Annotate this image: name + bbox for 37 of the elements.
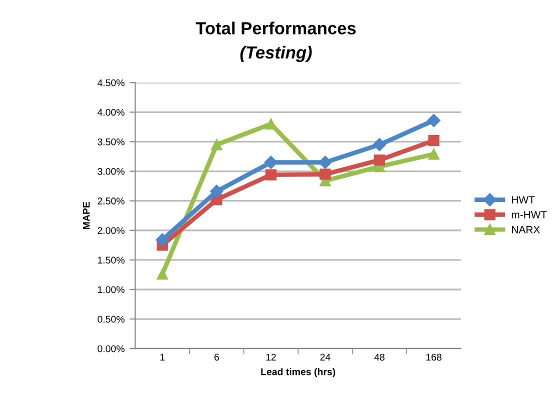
legend-label: m-HWT: [512, 211, 547, 218]
y-tick-label: 4.00%: [97, 108, 124, 116]
point: [265, 118, 276, 130]
point: [156, 233, 169, 246]
x-tick-label: 48: [374, 354, 384, 361]
chart-title: Total Performances: [196, 22, 356, 34]
point: [156, 268, 168, 280]
point: [372, 138, 386, 152]
legend-label: NARX: [512, 226, 540, 234]
point: [265, 169, 276, 180]
y-tick-label: 1.00%: [98, 286, 124, 294]
x-tick-label: 6: [214, 354, 219, 361]
x-tick-label: 24: [320, 354, 330, 360]
x-tick-label: 12: [266, 354, 276, 360]
point: [427, 114, 440, 128]
legend-label: HWT: [512, 196, 535, 204]
x-axis-title: Lead times (hrs): [261, 368, 336, 378]
y-tick-label: 0.50%: [98, 316, 124, 323]
point: [318, 156, 332, 169]
y-axis-title: MAPE: [82, 202, 90, 229]
x-tick-label: 1: [160, 354, 165, 360]
point: [210, 184, 224, 198]
y-tick-label: 2.00%: [98, 227, 124, 234]
y-tick-label: 2.50%: [98, 198, 124, 204]
y-tick-label: 3.00%: [98, 168, 124, 175]
y-tick-label: 1.50%: [98, 256, 124, 264]
point: [428, 148, 440, 160]
x-tick-label: 168: [426, 354, 442, 361]
y-tick-label: 4.50%: [97, 79, 124, 86]
y-tick-label: 3.50%: [98, 138, 124, 146]
point: [211, 139, 222, 150]
point: [428, 134, 440, 146]
y-tick-label: 0.00%: [98, 345, 124, 352]
point: [264, 156, 278, 169]
point: [374, 154, 386, 166]
chart-subtitle: (Testing): [240, 46, 312, 62]
point: [320, 168, 331, 180]
